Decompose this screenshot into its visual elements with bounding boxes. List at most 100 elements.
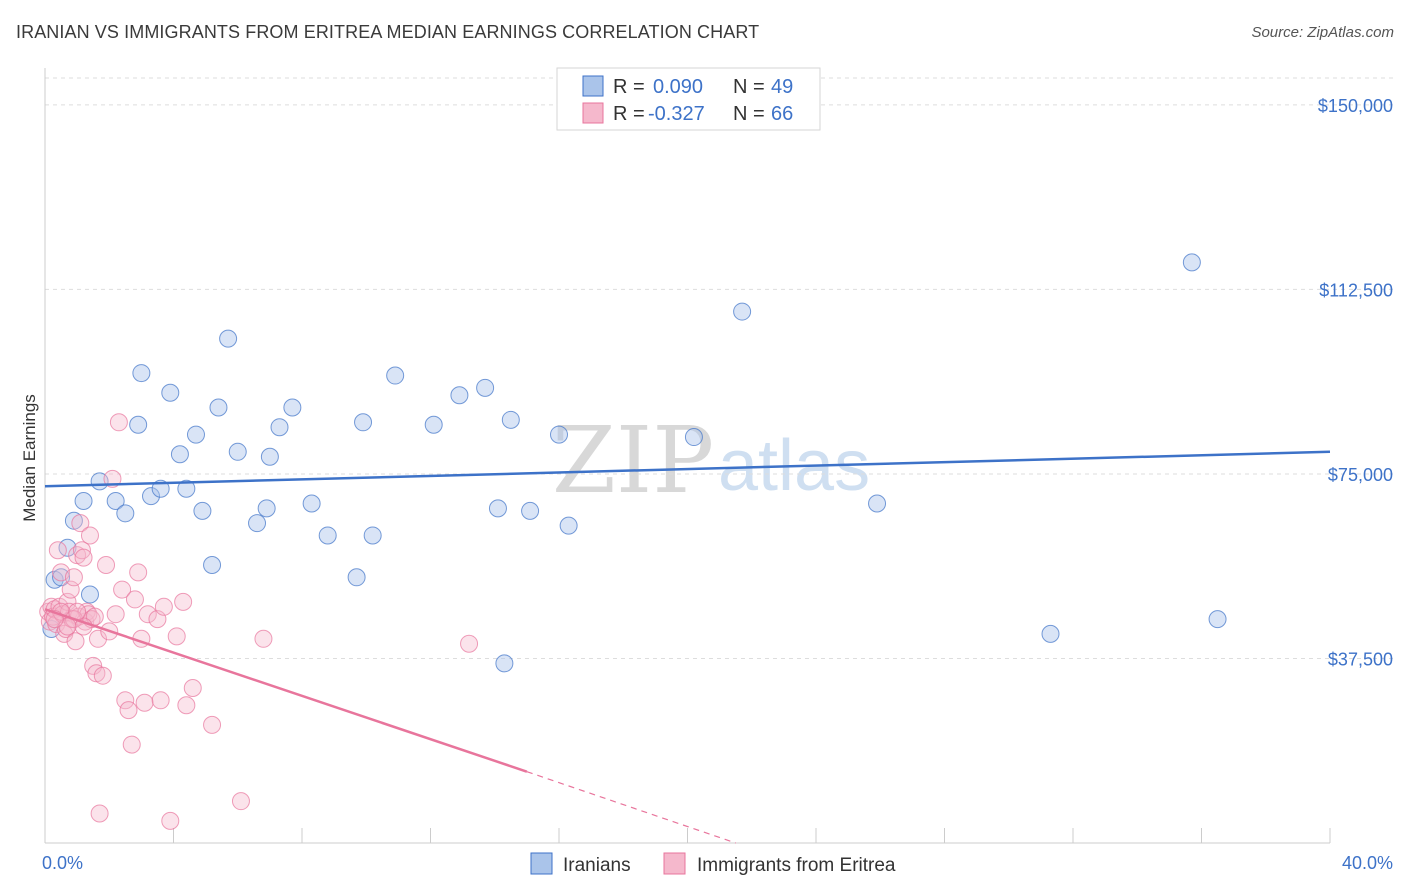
legend-iranians-r-label: R = — [613, 76, 645, 98]
point-eritrea — [106, 605, 125, 624]
point-iranians — [116, 504, 135, 523]
point-eritrea — [122, 735, 141, 754]
point-iranians — [106, 492, 125, 511]
trend-lines — [44, 450, 1331, 844]
point-eritrea — [93, 666, 112, 685]
point-eritrea — [90, 804, 109, 823]
trend-line-iranians — [44, 450, 1331, 488]
point-iranians — [219, 329, 238, 348]
y-tick-label: $150,000 — [1318, 96, 1393, 116]
point-iranians — [868, 494, 887, 513]
legend-bottom-iranians-label: Iranians — [563, 855, 631, 876]
point-iranians — [318, 526, 337, 545]
point-iranians — [80, 585, 99, 604]
legend-iranians-n-value: 49 — [771, 76, 793, 98]
point-eritrea — [167, 627, 186, 646]
point-iranians — [260, 447, 279, 466]
point-iranians — [1208, 610, 1227, 629]
point-eritrea — [154, 597, 173, 616]
point-eritrea — [74, 548, 93, 567]
point-iranians — [501, 410, 520, 429]
point-eritrea — [183, 679, 202, 697]
legend-bottom-iranians-swatch — [530, 852, 553, 875]
legend-eritrea-n-label: N = — [733, 103, 765, 125]
point-eritrea — [174, 592, 193, 611]
point-eritrea — [89, 629, 108, 648]
point-iranians — [684, 428, 703, 447]
point-iranians — [733, 302, 752, 321]
y-tick-label: $75,000 — [1328, 465, 1393, 485]
legend-iranians-swatch — [582, 75, 604, 97]
point-iranians — [209, 398, 228, 417]
point-eritrea — [135, 693, 154, 712]
legend-iranians-n-label: N = — [733, 76, 765, 98]
point-iranians — [386, 366, 405, 385]
watermark-zip: ZIP — [552, 407, 714, 514]
legend-bottom-eritrea-swatch — [663, 852, 686, 875]
point-iranians — [228, 442, 247, 461]
legend-bottom-eritrea-label: Immigrants from Eritrea — [697, 855, 896, 876]
chart-title: IRANIAN VS IMMIGRANTS FROM ERITREA MEDIA… — [16, 22, 760, 42]
point-eritrea — [71, 514, 90, 533]
point-iranians — [52, 568, 71, 587]
point-iranians — [270, 418, 289, 437]
point-iranians — [132, 364, 151, 383]
legend-eritrea-r-value: -0.327 — [648, 103, 705, 125]
y-tick-label: $112,500 — [1319, 280, 1393, 300]
point-iranians — [203, 555, 222, 574]
point-iranians — [283, 398, 302, 417]
point-iranians — [488, 499, 507, 518]
point-eritrea — [177, 696, 196, 715]
point-eritrea — [113, 580, 132, 599]
y-axis-labels: $37,500 $75,000 $112,500 $150,000 — [1318, 96, 1393, 670]
point-iranians — [550, 425, 568, 444]
point-iranians — [302, 494, 321, 513]
point-eritrea — [80, 526, 99, 545]
point-iranians — [193, 501, 212, 520]
point-iranians — [559, 516, 578, 535]
point-iranians — [177, 479, 196, 498]
point-eritrea — [116, 691, 135, 710]
point-iranians — [521, 501, 540, 520]
point-eritrea — [109, 413, 128, 432]
point-eritrea — [203, 715, 222, 734]
point-eritrea — [254, 629, 273, 648]
trend-line-eritrea — [44, 608, 528, 773]
point-iranians — [354, 413, 373, 432]
source-label: Source: ZipAtlas.com — [1251, 24, 1394, 41]
y-tick-label: $37,500 — [1328, 649, 1393, 669]
point-eritrea — [48, 541, 67, 560]
point-iranians — [1182, 253, 1201, 272]
legend-iranians-r-value: 0.090 — [653, 76, 703, 98]
point-eritrea — [460, 634, 479, 653]
point-iranians — [1041, 624, 1060, 643]
grid-lines — [45, 77, 1393, 659]
point-iranians — [170, 445, 189, 464]
point-iranians — [248, 514, 267, 533]
point-eritrea — [138, 605, 157, 624]
legend-eritrea-r-label: R = — [613, 103, 645, 125]
point-eritrea — [97, 555, 116, 574]
legend-bottom: Iranians Immigrants from Eritrea — [530, 852, 896, 876]
point-iranians — [363, 526, 382, 545]
point-eritrea — [151, 691, 170, 710]
point-iranians — [74, 492, 93, 511]
watermark: ZIP atlas — [552, 407, 870, 514]
point-eritrea — [119, 701, 138, 720]
legend-top: R = 0.090 N = 49 R = -0.327 N = 66 — [556, 67, 821, 131]
point-iranians — [476, 378, 495, 397]
point-eritrea — [66, 632, 85, 651]
legend-eritrea-swatch — [582, 102, 604, 124]
point-iranians — [450, 386, 469, 405]
trend-line-eritrea-extension — [526, 771, 736, 844]
point-iranians — [495, 654, 514, 673]
point-eritrea — [129, 563, 148, 582]
point-eritrea — [72, 541, 91, 560]
y-axis-title: Median Earnings — [20, 394, 39, 522]
x-tick-label-min: 0.0% — [42, 853, 83, 873]
point-iranians — [186, 425, 205, 444]
point-iranians — [257, 499, 276, 518]
point-eritrea — [125, 590, 144, 609]
point-eritrea — [161, 811, 180, 830]
